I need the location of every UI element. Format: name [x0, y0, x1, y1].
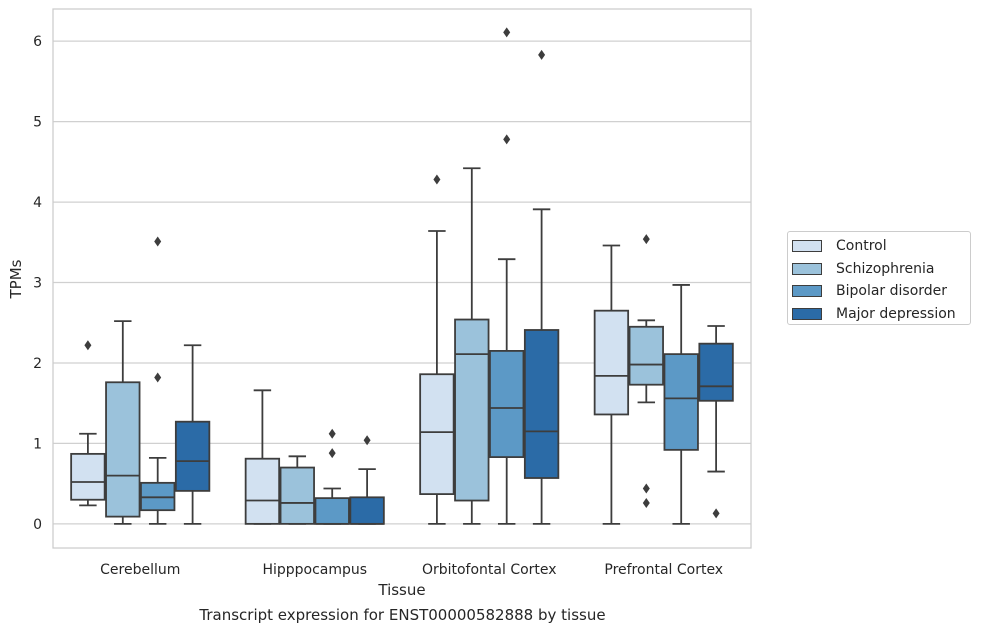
outlier-point — [433, 174, 441, 185]
y-axis-label: TPMs — [7, 259, 25, 299]
legend-item-control: Control — [792, 235, 970, 258]
y-tick-label-5: 5 — [33, 115, 42, 131]
box-schizophrenia-3 — [628, 234, 664, 508]
box-iqr — [593, 309, 630, 416]
legend-swatch-bipolar-disorder — [792, 285, 822, 298]
outlier-point — [503, 134, 511, 145]
box-iqr — [523, 329, 560, 479]
y-tick-label-0: 0 — [33, 517, 42, 533]
box-schizophrenia-2 — [454, 167, 490, 525]
x-tick-label-prefrontal-cortex: Prefrontal Cortex — [604, 562, 723, 578]
box-control-0 — [70, 340, 106, 507]
outlier-point — [642, 483, 650, 494]
box-iqr — [454, 318, 490, 502]
y-tick-labels: 0 1 2 3 4 5 6 — [33, 34, 42, 533]
grid-lines — [53, 40, 751, 525]
box-iqr — [628, 325, 664, 386]
legend-swatch-control — [792, 240, 822, 253]
box-major-depression-2 — [523, 49, 560, 525]
outlier-point — [363, 435, 371, 446]
outlier-point — [642, 497, 650, 508]
legend-item-major-depression: Major depression — [792, 303, 970, 326]
legend-item-schizophrenia: Schizophrenia — [792, 258, 970, 281]
box-iqr — [314, 497, 350, 525]
y-tick-label-1: 1 — [33, 436, 42, 452]
plot-border — [52, 8, 752, 549]
box-groups — [70, 27, 734, 525]
box-schizophrenia-0 — [105, 320, 141, 525]
box-iqr — [279, 466, 315, 525]
legend-swatch-major-depression — [792, 307, 822, 320]
x-tick-labels: Cerebellum Hipppocampus Orbitofontal Corte… — [100, 562, 723, 578]
box-control-3 — [593, 244, 630, 525]
legend-label-schizophrenia: Schizophrenia — [836, 260, 935, 277]
box-iqr — [663, 353, 699, 451]
x-tick-label-hipppocampus: Hipppocampus — [262, 562, 367, 578]
box-bipolar-disorder-1 — [314, 428, 350, 525]
box-iqr — [419, 373, 455, 496]
outlier-point — [154, 236, 162, 247]
outlier-point — [642, 234, 650, 245]
legend-label-bipolar-disorder: Bipolar disorder — [836, 283, 948, 300]
outlier-point — [712, 508, 720, 519]
box-control-1 — [244, 389, 281, 525]
box-bipolar-disorder-3 — [663, 284, 699, 525]
legend-label-control: Control — [836, 238, 887, 255]
outlier-point — [328, 448, 336, 459]
legend-item-bipolar-disorder: Bipolar disorder — [792, 280, 970, 303]
box-iqr — [489, 350, 525, 458]
plot-area — [53, 9, 751, 548]
box-iqr — [698, 342, 734, 402]
outlier-point — [503, 27, 511, 38]
x-axis-label: Tissue — [377, 581, 425, 599]
box-major-depression-0 — [174, 344, 211, 525]
outlier-point — [538, 49, 546, 60]
legend-swatch-schizophrenia — [792, 262, 822, 275]
x-tick-label-cerebellum: Cerebellum — [100, 562, 180, 578]
box-major-depression-3 — [698, 325, 734, 519]
y-tick-label-6: 6 — [33, 34, 42, 50]
y-tick-label-3: 3 — [33, 276, 42, 292]
box-major-depression-1 — [349, 435, 385, 525]
outlier-point — [328, 428, 336, 439]
box-iqr — [70, 452, 106, 501]
box-iqr — [174, 420, 211, 492]
outlier-point — [154, 372, 162, 383]
y-tick-label-4: 4 — [33, 195, 42, 211]
box-bipolar-disorder-0 — [140, 236, 176, 525]
figure-caption: Transcript expression for ENST0000058288… — [199, 606, 606, 624]
box-bipolar-disorder-2 — [489, 27, 525, 525]
legend: Control Schizophrenia Bipolar disorder M… — [787, 231, 971, 325]
y-tick-label-2: 2 — [33, 356, 42, 372]
outlier-point — [84, 340, 92, 351]
box-iqr — [105, 381, 141, 518]
box-iqr — [244, 457, 281, 525]
box-control-2 — [419, 174, 455, 525]
legend-label-major-depression: Major depression — [836, 305, 956, 322]
box-iqr — [349, 496, 385, 525]
box-schizophrenia-1 — [279, 455, 315, 525]
x-tick-label-orbitofontal-cortex: Orbitofontal Cortex — [422, 562, 557, 578]
